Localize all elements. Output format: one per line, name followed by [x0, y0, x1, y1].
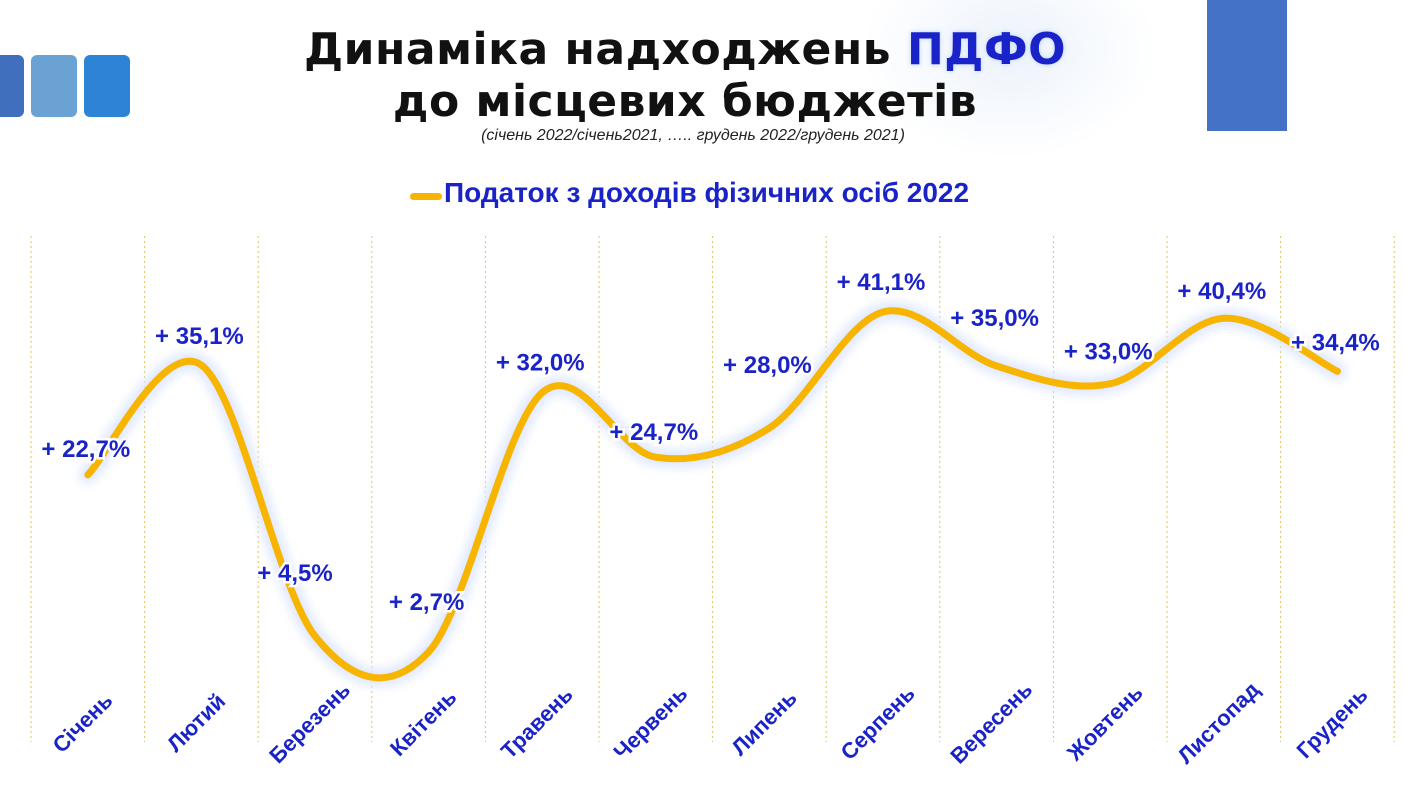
x-tick-label: Грудень — [1292, 682, 1373, 763]
data-label: + 34,4% — [1291, 329, 1380, 356]
data-label: + 4,5% — [257, 560, 332, 587]
data-label: + 22,7% — [41, 436, 130, 463]
x-tick-label: Квітень — [385, 685, 461, 761]
x-tick-label: Березень — [264, 677, 355, 768]
decor-square-blue — [84, 55, 130, 117]
legend-label: Податок з доходів фізичних осіб 2022 — [444, 177, 970, 208]
series-line — [84, 307, 1341, 682]
x-tick-label: Вересень — [945, 677, 1037, 769]
title-highlight: ПДФО — [906, 24, 1067, 75]
x-tick-label: Травень — [496, 682, 578, 764]
decor-square-light — [31, 55, 77, 117]
x-tick-label: Жовтень — [1061, 680, 1147, 766]
chart-title-line2: до місцевих бюджетів — [392, 76, 978, 127]
chart-title-line1: Динаміка надходжень ПДФО — [0, 25, 1370, 75]
chart-subtitle: (січень 2022/січень2021, ….. грудень 202… — [481, 127, 905, 144]
data-label: + 35,1% — [155, 323, 244, 350]
x-tick-label: Червень — [609, 681, 693, 765]
x-tick-label: Серпень — [836, 681, 920, 765]
decor-square-dark — [0, 55, 24, 117]
decor-blue-rectangle — [1207, 0, 1287, 131]
data-label: + 24,7% — [609, 419, 698, 446]
data-label: + 32,0% — [496, 350, 585, 377]
x-tick-label: Лютий — [162, 689, 230, 757]
x-tick-label: Листопад — [1173, 677, 1265, 769]
x-tick-label: Липень — [727, 685, 802, 760]
legend-swatch — [410, 193, 442, 200]
title-text: Динаміка надходжень — [303, 24, 892, 75]
data-label: + 40,4% — [1177, 278, 1266, 305]
data-label: + 33,0% — [1064, 339, 1153, 366]
data-label: + 35,0% — [950, 305, 1039, 332]
data-label: + 28,0% — [723, 352, 812, 379]
data-label: + 2,7% — [389, 589, 464, 616]
data-label: + 41,1% — [837, 269, 926, 296]
x-tick-label: Січень — [48, 688, 118, 758]
